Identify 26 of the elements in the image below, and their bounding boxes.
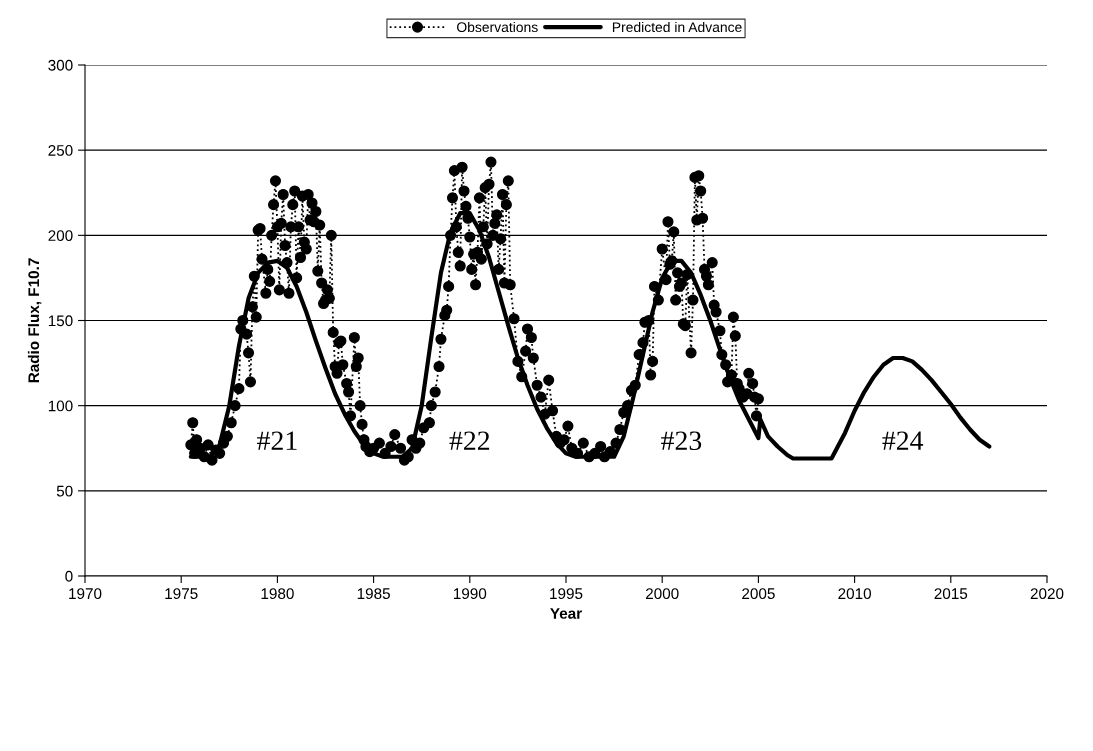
y-axis-title: Radio Flux, F10.7 (27, 258, 42, 383)
x-tick-label: 2000 (645, 588, 679, 600)
x-tick-label: 1975 (165, 588, 198, 600)
y-tick-label: 150 (48, 315, 73, 327)
y-tick-label: 100 (48, 400, 73, 412)
x-tick-label: 1970 (69, 588, 102, 600)
y-tick-label: 300 (48, 59, 73, 71)
x-tick-label: 1995 (550, 588, 583, 600)
x-tick-label: 2005 (742, 588, 775, 600)
y-tick-label: 200 (48, 230, 73, 242)
x-axis-title: Year (550, 608, 582, 619)
x-tick-label: 1980 (261, 588, 294, 600)
annotation: #22 (449, 431, 490, 450)
y-tick-label: 0 (65, 570, 73, 582)
x-tick-label: 1990 (453, 588, 487, 600)
x-tick-label: 2010 (838, 588, 871, 600)
x-tick-label: 2020 (1030, 588, 1064, 600)
y-tick-label: 250 (48, 145, 73, 156)
legend-label: Predicted in Advance (612, 21, 742, 33)
x-tick-label: 1985 (357, 588, 390, 600)
legend-label: Observations (457, 21, 538, 33)
annotation: #23 (661, 431, 702, 451)
y-tick-label: 50 (56, 485, 73, 497)
x-tick-label: 2015 (934, 588, 968, 600)
annotation: #21 (257, 431, 297, 450)
annotation: #24 (882, 431, 924, 450)
